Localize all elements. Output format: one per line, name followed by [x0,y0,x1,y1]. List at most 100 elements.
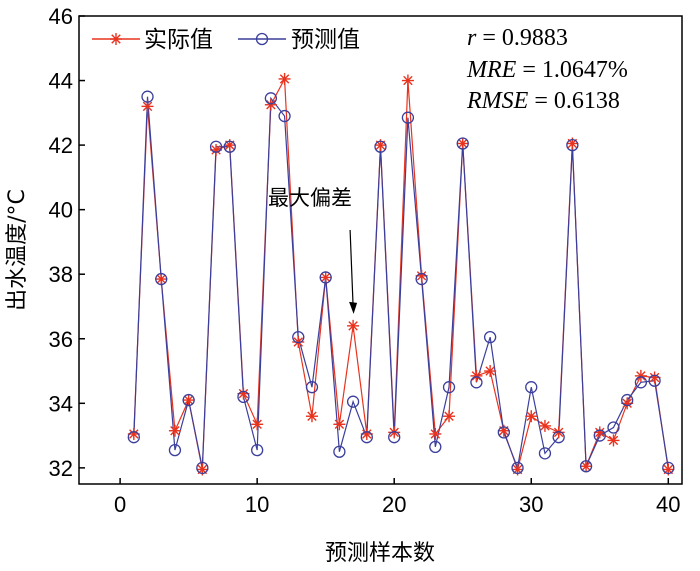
y-tick-label: 32 [49,456,73,481]
legend-asterisk [110,33,122,45]
y-tick-label: 38 [49,262,73,287]
point-predicted [155,272,168,286]
arrow-shaft [349,229,354,306]
point-actual [443,410,456,423]
y-axis-label: 出水温度/°C [5,189,30,311]
stat-rmse-value: = 0.6138 [528,88,620,114]
point-actual [182,394,195,407]
point-predicted [634,376,648,389]
stat-rmse-name: RMSE [466,88,529,114]
legend-label-actual: 实际值 [144,27,213,53]
point-predicted [182,393,195,407]
stat-r: r = 0.9883 [467,25,568,51]
y-tick-label: 34 [49,391,73,416]
x-tick-label: 10 [245,492,269,517]
arrow-head [349,301,358,314]
point-predicted [470,376,483,389]
point-actual [484,365,497,378]
y-tick-label: 42 [49,133,73,158]
legend-marker-actual [110,33,122,45]
point-predicted [127,431,140,444]
point-actual [333,418,346,431]
max-deviation-annotation: 最大偏差 [268,186,358,314]
series-markers [127,72,675,476]
point-predicted [662,461,675,475]
point-predicted [251,443,264,457]
point-actual [456,137,469,150]
x-tick-label: 30 [519,492,543,517]
point-predicted [278,109,291,123]
stat-mre-name: MRE [466,57,517,83]
point-predicted [429,440,442,454]
series-line-predicted [133,96,669,471]
point-predicted [579,460,593,473]
point-predicted [552,431,565,444]
point-actual [278,72,291,85]
annotation-arrow [349,229,358,314]
point-predicted [237,390,250,404]
legend-item-predicted: 预测值 [238,27,360,53]
stat-r-value: = 0.9883 [476,25,568,51]
point-predicted [538,447,552,460]
point-actual [580,460,593,473]
point-actual [251,418,264,431]
point-predicted [607,421,620,434]
point-actual [347,319,360,332]
annotation-label: 最大偏差 [268,186,352,210]
point-predicted [374,140,387,153]
point-predicted [525,381,538,394]
x-axis-label: 预测样本数 [325,541,435,566]
stats-block: r = 0.9883 MRE = 1.0647% RMSE = 0.6138 [466,25,628,114]
point-predicted [621,393,634,407]
point-actual [292,335,305,348]
point-actual [264,98,277,111]
stat-rmse: RMSE = 0.6138 [466,88,620,114]
legend-item-actual: 实际值 [92,27,213,53]
axis-ticks: 0 10 20 30 40 32 34 36 38 40 42 44 46 [49,4,681,517]
x-tick-label: 40 [656,492,680,517]
legend-label-predicted: 预测值 [291,27,360,53]
point-predicted [333,445,346,458]
legend: 实际值 预测值 [92,27,360,53]
y-tick-label: 44 [49,69,73,94]
point-actual [155,273,168,286]
y-tick-label: 40 [49,198,73,223]
point-predicted [346,395,360,408]
point-predicted [401,111,415,124]
point-predicted [209,140,223,153]
point-actual [305,410,318,423]
point-predicted [305,381,319,394]
point-actual [525,410,538,423]
point-actual [401,74,414,87]
point-actual [470,369,483,382]
point-predicted [593,429,606,442]
point-predicted [223,140,236,153]
point-predicted [456,137,469,150]
point-predicted [483,330,497,344]
point-actual [388,426,401,439]
point-predicted [648,374,661,387]
point-predicted [196,461,209,475]
point-actual [552,426,565,439]
y-tick-label: 36 [49,327,73,352]
stat-mre: MRE = 1.0647% [466,57,628,83]
point-predicted [511,461,524,475]
point-actual [429,427,442,440]
legend-marker-predicted [255,32,269,46]
point-predicted [168,443,182,457]
point-actual [538,419,551,432]
stat-r-name: r [467,25,477,51]
point-actual [607,434,620,447]
point-actual [634,369,647,382]
point-actual [319,271,332,284]
x-tick-label: 0 [114,492,126,517]
x-tick-label: 20 [382,492,406,517]
plot-frame [78,15,683,485]
point-actual [168,424,181,437]
point-predicted [566,138,579,152]
point-predicted [497,426,510,439]
point-predicted [292,330,305,344]
point-predicted [415,272,428,286]
series-lines [133,76,669,472]
